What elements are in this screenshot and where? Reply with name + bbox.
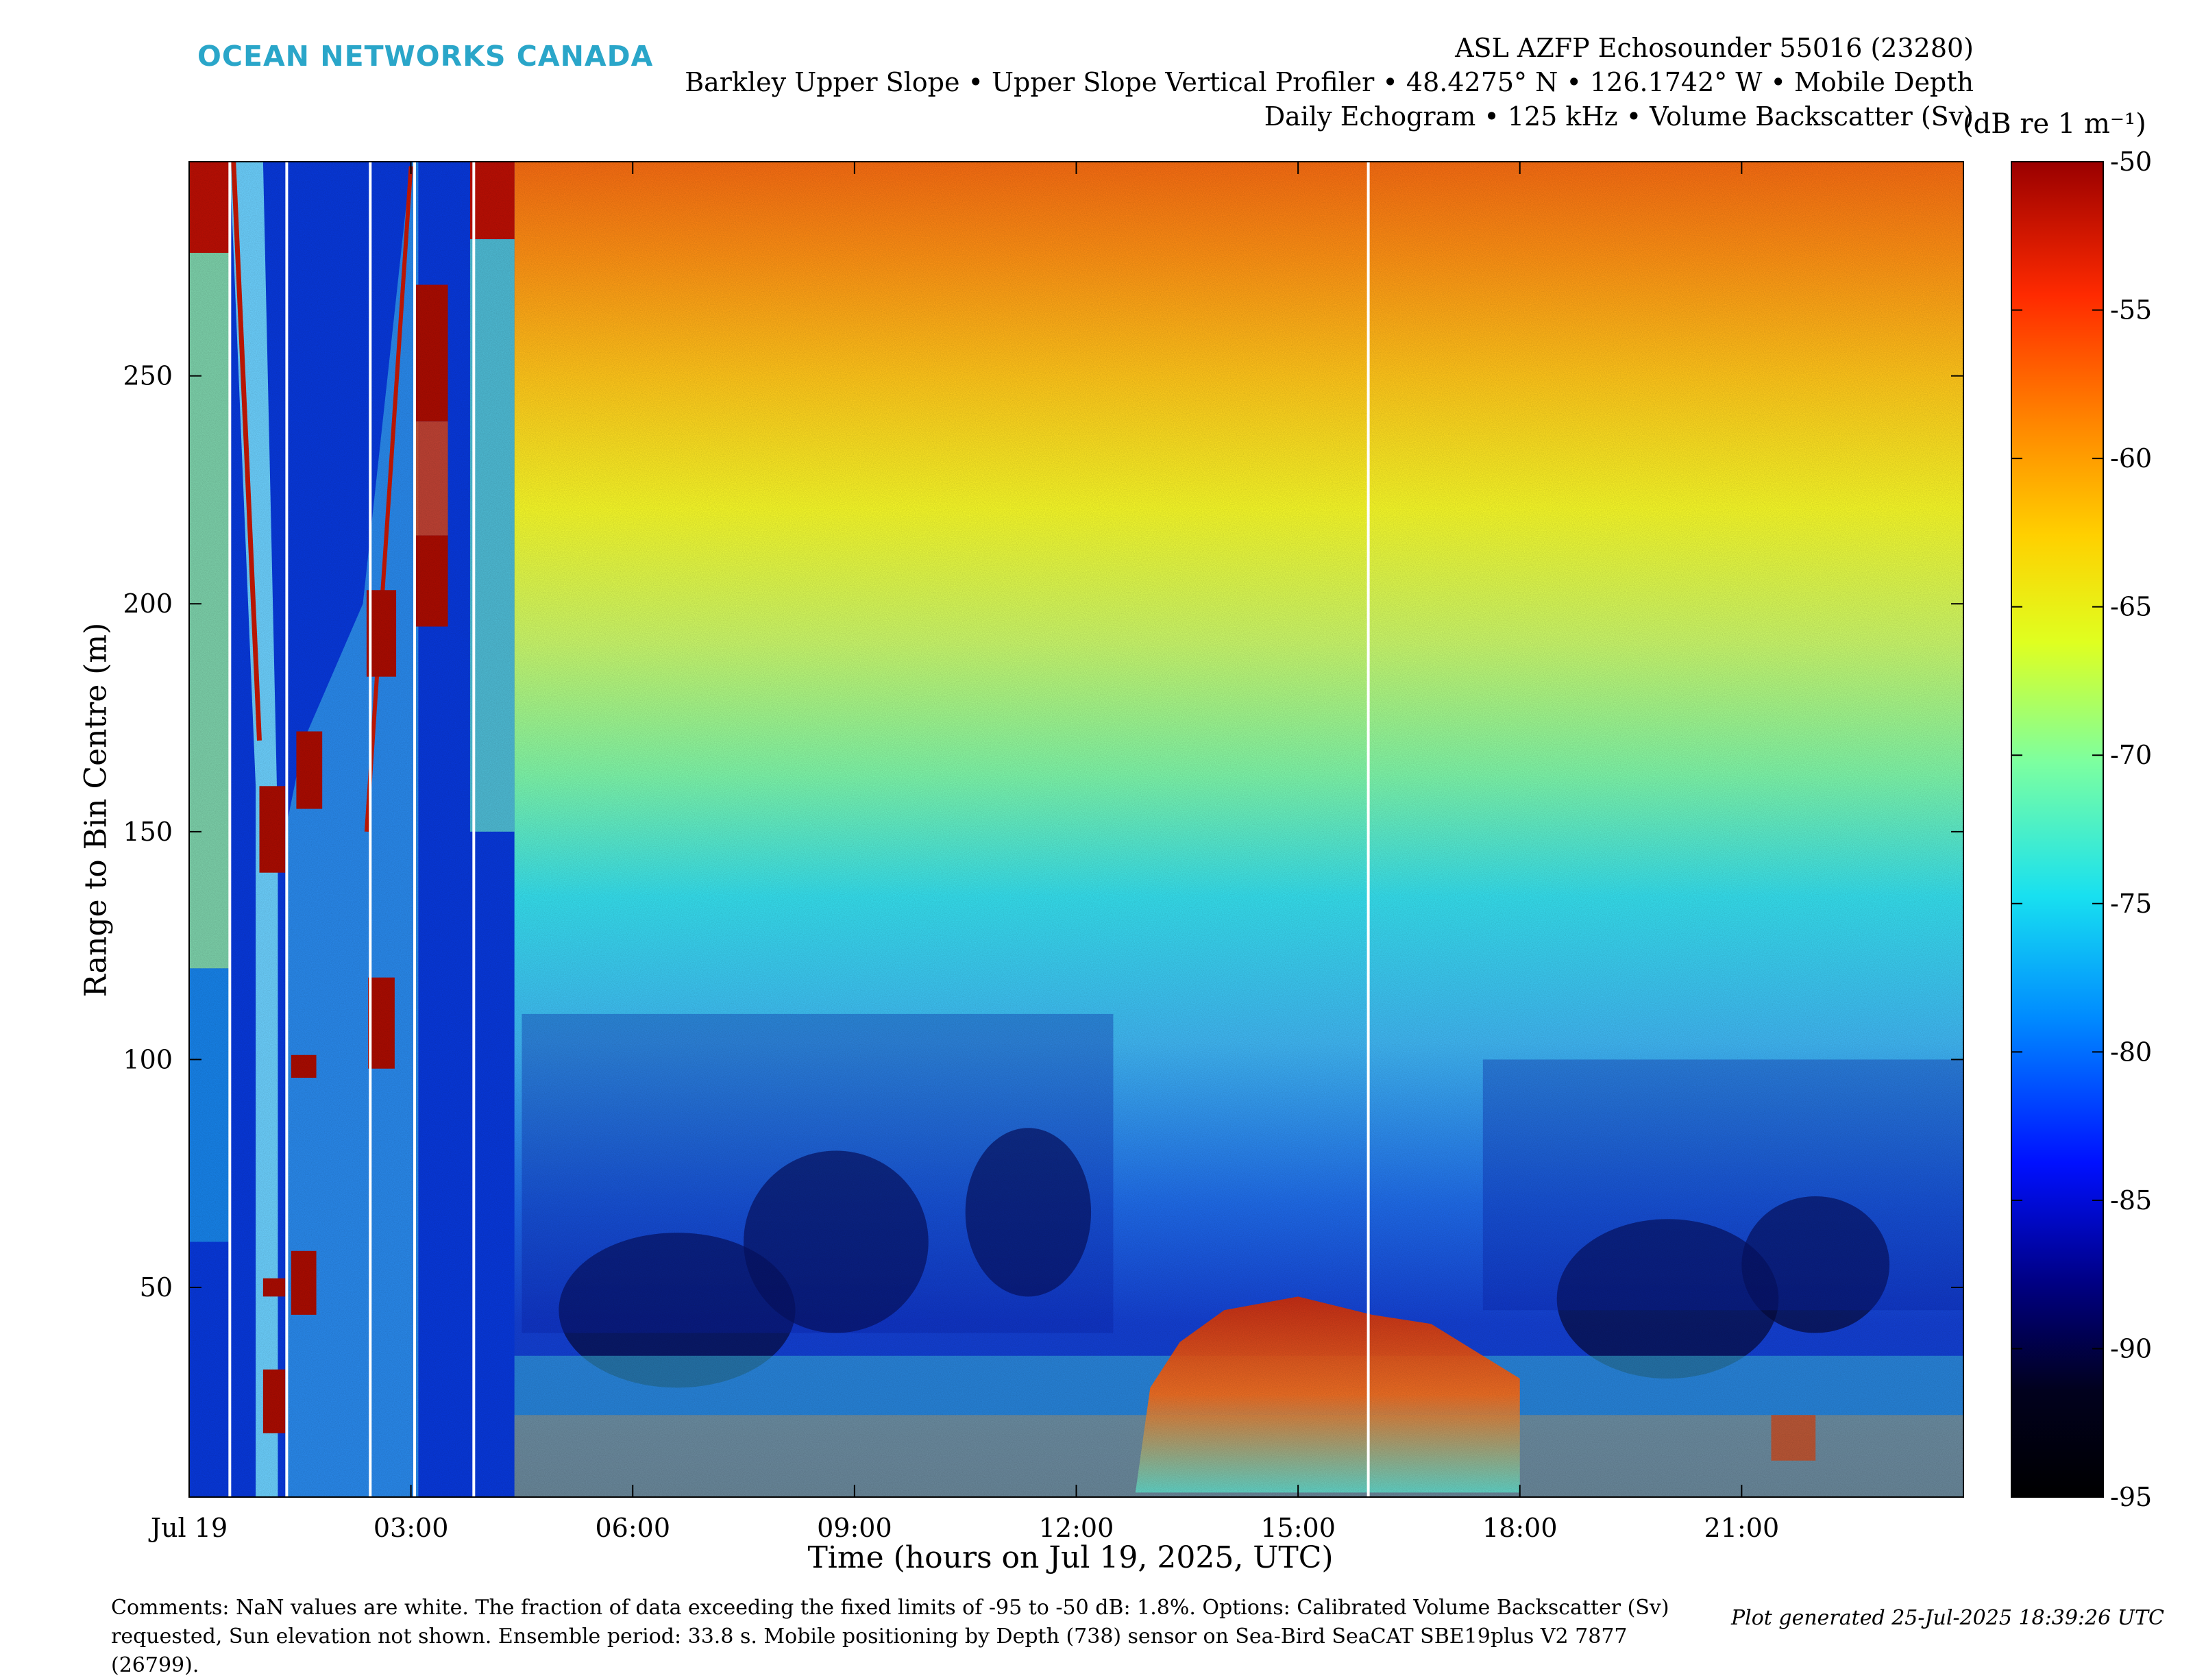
y-axis-label: Range to Bin Centre (m) xyxy=(78,622,114,998)
x-tick-label: 12:00 xyxy=(1039,1513,1114,1543)
colorbar-tick-label: -60 xyxy=(2110,443,2152,473)
colorbar-tick-label: -90 xyxy=(2110,1333,2152,1363)
colorbar-tick-label: -75 xyxy=(2110,889,2152,919)
colorbar-tick-label: -95 xyxy=(2110,1482,2152,1512)
colorbar-tick-label: -50 xyxy=(2110,147,2152,177)
nan-column xyxy=(1367,162,1370,1497)
comments-text: Comments: NaN values are white. The frac… xyxy=(111,1596,1669,1677)
generated-timestamp: Plot generated 25-Jul-2025 18:39:26 UTC xyxy=(1730,1606,2164,1630)
brand-logo: OCEAN NETWORKS CANADA xyxy=(197,40,654,73)
x-tick-label: 03:00 xyxy=(373,1513,449,1543)
x-tick-label: Jul 19 xyxy=(148,1513,228,1543)
nan-column xyxy=(228,162,232,1497)
colorbar xyxy=(2011,161,2104,1498)
echogram-noise-texture xyxy=(189,162,1963,1497)
x-tick-label: 21:00 xyxy=(1704,1513,1780,1543)
colorbar-tick-label: -55 xyxy=(2110,295,2152,325)
echogram-subtitle: Daily Echogram • 125 kHz • Volume Backsc… xyxy=(1264,101,1974,132)
nan-column xyxy=(413,162,417,1497)
nan-column xyxy=(369,162,372,1497)
echogram-chart: Jul 19 03:00 06:00 09:00 12:00 15:00 18:00 21:0… xyxy=(123,147,2152,1543)
nan-column xyxy=(472,162,476,1497)
y-tick-label: 100 xyxy=(123,1044,173,1074)
colorbar-tick-label: -85 xyxy=(2110,1185,2152,1215)
profile-segment xyxy=(263,1497,304,1516)
x-tick-label: 09:00 xyxy=(817,1513,892,1543)
colorbar-tick-label: -70 xyxy=(2110,740,2152,770)
location-subtitle: Barkley Upper Slope • Upper Slope Vertic… xyxy=(685,67,1974,97)
x-tick-label: 15:00 xyxy=(1260,1513,1336,1543)
colorbar-tick-label: -80 xyxy=(2110,1037,2152,1067)
y-tick-label: 200 xyxy=(123,589,173,619)
instrument-title: ASL AZFP Echosounder 55016 (23280) xyxy=(1455,33,1974,63)
x-tick-label: 06:00 xyxy=(595,1513,670,1543)
y-tick-label: 150 xyxy=(123,817,173,847)
y-tick-label: 250 xyxy=(123,361,173,391)
colorbar-unit-label: (dB re 1 m⁻¹) xyxy=(1963,108,2146,140)
x-tick-label: 18:00 xyxy=(1482,1513,1558,1543)
colorbar-tick-label: -65 xyxy=(2110,592,2152,622)
y-tick-label: 50 xyxy=(140,1272,173,1302)
x-axis-label: Time (hours on Jul 19, 2025, UTC) xyxy=(807,1540,1334,1575)
nan-column xyxy=(285,162,289,1497)
